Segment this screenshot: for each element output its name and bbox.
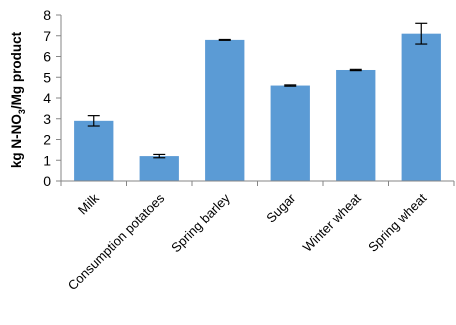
x-category-label: Milk	[75, 190, 102, 217]
bar	[401, 33, 441, 181]
y-tick-label: 5	[43, 69, 51, 85]
x-category-label: Spring wheat	[365, 190, 430, 255]
error-bar	[153, 153, 166, 159]
error-bar	[87, 115, 100, 127]
y-axis-label-prefix: kg N-NO	[9, 114, 24, 168]
error-bar	[218, 38, 231, 41]
bar	[270, 85, 310, 181]
x-category-label: Sugar	[263, 190, 299, 226]
x-category-label: Spring barley	[168, 190, 233, 255]
bar	[74, 120, 114, 181]
bar	[139, 156, 179, 181]
error-bar	[415, 22, 428, 45]
y-axis-label: kg N-NO3/Mg product	[9, 31, 27, 168]
bar	[336, 69, 376, 181]
y-axis-label-subscript: 3	[17, 109, 27, 114]
y-tick-label: 4	[43, 90, 51, 106]
error-bar	[284, 84, 297, 87]
bars-group	[74, 22, 441, 182]
y-tick-label: 8	[43, 7, 51, 23]
y-tick-label: 3	[43, 111, 51, 127]
y-tick-label: 2	[43, 132, 51, 148]
y-axis-label-suffix: /Mg product	[9, 31, 24, 109]
y-axis: 0 1 2 3 4 5 6 7 8	[43, 7, 62, 189]
y-tick-label: 0	[43, 173, 51, 189]
x-category-label: Winter wheat	[300, 190, 365, 255]
y-tick-label: 7	[43, 28, 51, 44]
y-tick-label: 6	[43, 49, 51, 65]
y-tick-label: 1	[43, 152, 51, 168]
bar	[205, 39, 245, 182]
error-bar	[349, 68, 362, 72]
